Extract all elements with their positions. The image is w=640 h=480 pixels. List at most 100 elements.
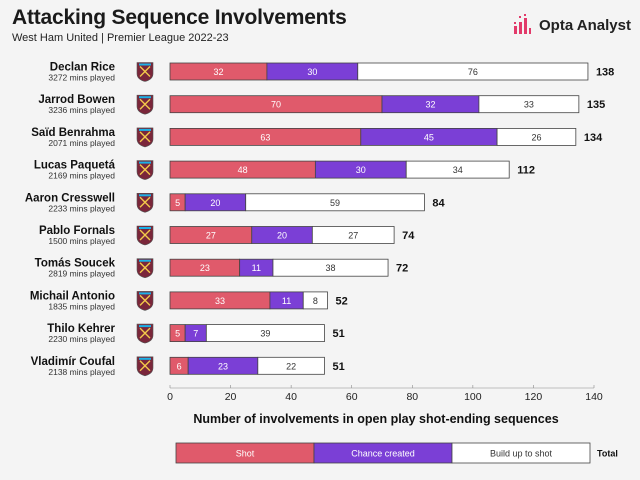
bar-segment-value-label: 63 xyxy=(260,132,270,142)
club-crest-icon xyxy=(136,225,154,246)
x-tick-label: 80 xyxy=(406,391,418,403)
player-minutes-label: 2138 mins played xyxy=(48,367,115,377)
legend-label: Shot xyxy=(236,449,255,459)
bar-segment-value-label: 32 xyxy=(425,100,435,110)
player-minutes-label: 2230 mins played xyxy=(48,334,115,344)
bar-segment-value-label: 23 xyxy=(200,263,210,273)
bar-segment-value-label: 20 xyxy=(277,231,287,241)
bar-segment-value-label: 27 xyxy=(348,231,358,241)
bar-segment-value-label: 11 xyxy=(252,263,261,273)
legend: Shot Chance created Build up to shot Total xyxy=(175,442,618,464)
bar-segment-build-up-to-shot xyxy=(257,356,325,375)
bar-segment-value-label: 33 xyxy=(524,100,534,110)
player-minutes-label: 3236 mins played xyxy=(48,105,115,115)
player-name-label: Declan Rice xyxy=(50,62,115,74)
bar-total-label: 112 xyxy=(517,165,535,177)
x-tick-label: 40 xyxy=(285,391,297,403)
player-minutes-label: 3272 mins played xyxy=(48,73,115,83)
player-minutes-label: 1500 mins played xyxy=(48,236,115,246)
bar-segment-build-up-to-shot xyxy=(245,193,425,212)
club-crest-icon xyxy=(136,127,154,148)
club-crest-icon xyxy=(136,94,154,115)
bar-segment-value-label: 23 xyxy=(218,361,228,371)
player-name-label: Saïd Benrahma xyxy=(31,127,115,139)
bar-segment-value-label: 45 xyxy=(424,132,434,142)
club-crest-icon xyxy=(136,323,154,344)
bar-segment-value-label: 26 xyxy=(531,132,541,142)
bar-segment-value-label: 20 xyxy=(210,198,220,208)
player-name-label: Michail Antonio xyxy=(30,290,115,302)
club-crest-icon xyxy=(136,291,154,311)
player-name-label: Jarrod Bowen xyxy=(38,94,115,106)
brand-logo: Opta Analyst xyxy=(512,14,631,36)
bar-total-label: 52 xyxy=(335,295,347,307)
x-tick-label: 60 xyxy=(346,391,358,403)
x-tick-label: 100 xyxy=(464,391,482,403)
bar-total-label: 138 xyxy=(596,67,614,79)
club-crest-icon xyxy=(136,62,154,82)
x-axis: 0 20 40 60 80 100 120 140 Number of involvements… xyxy=(167,385,603,426)
club-crest-icon xyxy=(136,258,154,279)
club-crest-icon xyxy=(136,160,154,180)
bar-segment-value-label: 70 xyxy=(271,100,281,110)
bar-segment-value-label: 30 xyxy=(356,165,366,175)
bar-segment-value-label: 7 xyxy=(193,329,198,339)
bar-segment-build-up-to-shot xyxy=(357,62,589,81)
bar-segment-value-label: 39 xyxy=(260,329,270,339)
bar-segment-value-label: 38 xyxy=(326,263,336,273)
x-tick-label: 120 xyxy=(525,391,543,403)
bar-segment-build-up-to-shot xyxy=(205,324,325,343)
chart-title: Attacking Sequence Involvements xyxy=(12,6,347,29)
bar-segment-build-up-to-shot xyxy=(478,95,580,114)
bar-segment-value-label: 5 xyxy=(175,198,180,208)
bar-segment-value-label: 11 xyxy=(282,296,291,306)
bar-segment-value-label: 76 xyxy=(468,67,478,77)
brand-name: Opta Analyst xyxy=(539,16,631,34)
player-name-label: Tomás Soucek xyxy=(35,258,116,270)
bar-segment-value-label: 22 xyxy=(286,361,296,371)
bar-segment-value-label: 34 xyxy=(453,165,463,175)
bar-segment-build-up-to-shot xyxy=(405,160,510,179)
legend-label: Build up to shot xyxy=(490,449,553,459)
club-crest-icon xyxy=(136,193,154,213)
bar-segment-value-label: 6 xyxy=(177,361,182,371)
player-name-label: Thilo Kehrer xyxy=(47,323,115,335)
legend-swatch-build-up-to-shot xyxy=(451,442,591,464)
bar-segment-value-label: 27 xyxy=(206,231,216,241)
x-axis-title: Number of involvements in open play shot… xyxy=(193,412,558,426)
player-name-label: Aaron Cresswell xyxy=(25,192,115,204)
player-minutes-label: 1835 mins played xyxy=(48,301,115,311)
bar-segment-value-label: 5 xyxy=(175,329,180,339)
x-tick-label: 0 xyxy=(167,391,173,403)
legend-label: Chance created xyxy=(351,449,415,459)
bar-total-label: 72 xyxy=(396,263,408,275)
club-crest-icon xyxy=(136,356,154,377)
bar-segment-value-label: 59 xyxy=(330,198,340,208)
bar-segment-value-label: 33 xyxy=(215,296,225,306)
bar-total-label: 134 xyxy=(584,132,603,144)
bar-total-label: 84 xyxy=(432,197,445,209)
player-name-label: Lucas Paquetá xyxy=(34,160,116,172)
x-tick-label: 20 xyxy=(225,391,237,403)
bar-segment-build-up-to-shot xyxy=(272,258,389,277)
player-minutes-label: 2233 mins played xyxy=(48,203,115,213)
player-minutes-label: 2169 mins played xyxy=(48,171,115,181)
x-tick-label: 140 xyxy=(585,391,603,403)
chart-subtitle: West Ham United | Premier League 2022-23 xyxy=(12,32,229,44)
bar-segment-build-up-to-shot xyxy=(311,226,395,244)
bar-segment-value-label: 48 xyxy=(238,165,248,175)
bar-segment-build-up-to-shot xyxy=(496,127,577,146)
opta-analyst-icon xyxy=(514,14,531,34)
bar-total-label: 74 xyxy=(402,230,415,242)
player-name-label: Pablo Fornals xyxy=(39,225,115,237)
bar-segment-build-up-to-shot xyxy=(302,291,328,310)
